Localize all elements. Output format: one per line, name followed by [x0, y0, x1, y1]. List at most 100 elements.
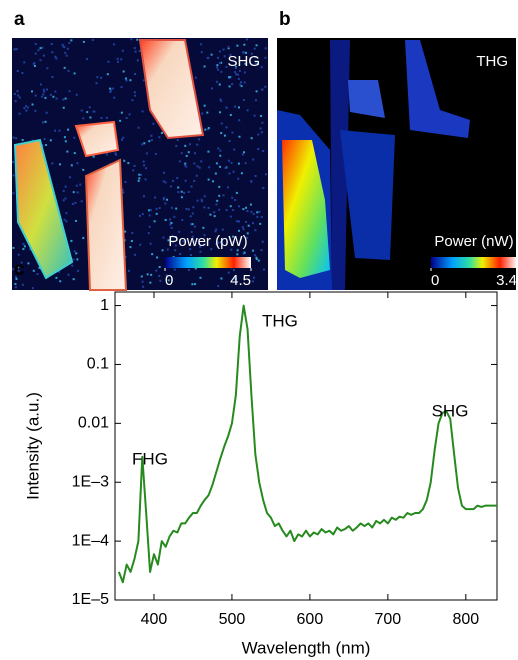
noise-dot [262, 149, 265, 152]
x-tick-label: 400 [141, 611, 168, 628]
noise-dot [184, 179, 187, 182]
noise-dot [242, 51, 245, 54]
noise-dot [177, 186, 180, 189]
noise-dot [82, 237, 85, 240]
noise-dot [147, 209, 150, 212]
noise-dot [237, 162, 240, 165]
noise-dot [228, 172, 231, 175]
noise-dot [221, 228, 224, 231]
noise-dot [200, 51, 203, 54]
noise-dot [112, 43, 115, 46]
noise-dot [211, 87, 214, 90]
noise-dot [134, 253, 137, 256]
noise-dot [161, 249, 164, 252]
noise-dot [68, 90, 71, 93]
noise-dot [17, 94, 20, 97]
noise-dot [22, 248, 25, 251]
noise-dot [25, 109, 28, 112]
noise-dot [107, 60, 110, 63]
noise-dot [231, 241, 234, 244]
noise-dot [236, 44, 239, 47]
noise-dot [51, 51, 54, 54]
noise-dot [162, 236, 165, 239]
noise-dot [43, 138, 46, 141]
noise-dot [172, 179, 175, 182]
noise-dot [209, 213, 212, 216]
noise-dot [227, 271, 230, 274]
noise-dot [220, 122, 223, 125]
noise-dot [249, 203, 252, 206]
noise-dot [225, 65, 228, 68]
noise-dot [243, 81, 246, 84]
noise-dot [42, 93, 45, 96]
noise-dot [164, 181, 167, 184]
noise-dot [165, 274, 168, 277]
x-axis-label: Wavelength (nm) [242, 638, 371, 657]
noise-dot [218, 50, 221, 53]
noise-dot [31, 287, 34, 290]
noise-dot [227, 159, 230, 162]
noise-dot [202, 226, 205, 229]
noise-dot [114, 152, 117, 155]
noise-dot [227, 47, 230, 50]
noise-dot [259, 222, 262, 225]
noise-dot [261, 240, 264, 243]
noise-dot [136, 59, 139, 62]
noise-dot [142, 285, 145, 288]
noise-dot [125, 79, 128, 82]
noise-dot [42, 54, 45, 57]
noise-dot [121, 49, 124, 52]
noise-dot [207, 206, 210, 209]
noise-dot [256, 63, 259, 66]
noise-dot [219, 149, 222, 152]
noise-dot [220, 100, 223, 103]
noise-dot [158, 274, 161, 277]
noise-dot [237, 177, 240, 180]
noise-dot [142, 79, 145, 82]
noise-dot [138, 49, 141, 52]
noise-dot [234, 71, 237, 74]
noise-dot [39, 83, 42, 86]
noise-dot [244, 162, 247, 165]
noise-dot [246, 232, 249, 235]
noise-dot [185, 207, 188, 210]
noise-dot [86, 111, 89, 114]
noise-dot [234, 65, 237, 68]
noise-dot [32, 269, 35, 272]
noise-dot [63, 46, 66, 49]
noise-dot [179, 253, 182, 256]
noise-dot [41, 46, 44, 49]
noise-dot [16, 90, 19, 93]
noise-dot [230, 161, 233, 164]
noise-dot [183, 191, 186, 194]
noise-dot [240, 172, 243, 175]
noise-dot [203, 104, 206, 107]
noise-dot [61, 43, 64, 46]
noise-dot [220, 70, 223, 73]
noise-dot [191, 235, 194, 238]
noise-dot [236, 220, 239, 223]
noise-dot [127, 162, 130, 165]
noise-dot [222, 194, 225, 197]
noise-dot [176, 177, 179, 180]
noise-dot [187, 190, 190, 193]
noise-dot [236, 253, 239, 256]
noise-dot [189, 215, 192, 218]
noise-dot [174, 236, 177, 239]
noise-dot [191, 283, 194, 286]
noise-dot [100, 76, 103, 79]
noise-dot [217, 147, 220, 150]
noise-dot [58, 129, 61, 132]
noise-dot [169, 218, 172, 221]
noise-dot [124, 230, 127, 233]
noise-dot [142, 195, 145, 198]
noise-dot [100, 116, 103, 119]
noise-dot [148, 140, 151, 143]
noise-dot [203, 234, 206, 237]
noise-dot [244, 62, 247, 65]
noise-dot [261, 88, 264, 91]
noise-dot [54, 129, 57, 132]
noise-dot [258, 210, 261, 213]
noise-dot [75, 252, 78, 255]
